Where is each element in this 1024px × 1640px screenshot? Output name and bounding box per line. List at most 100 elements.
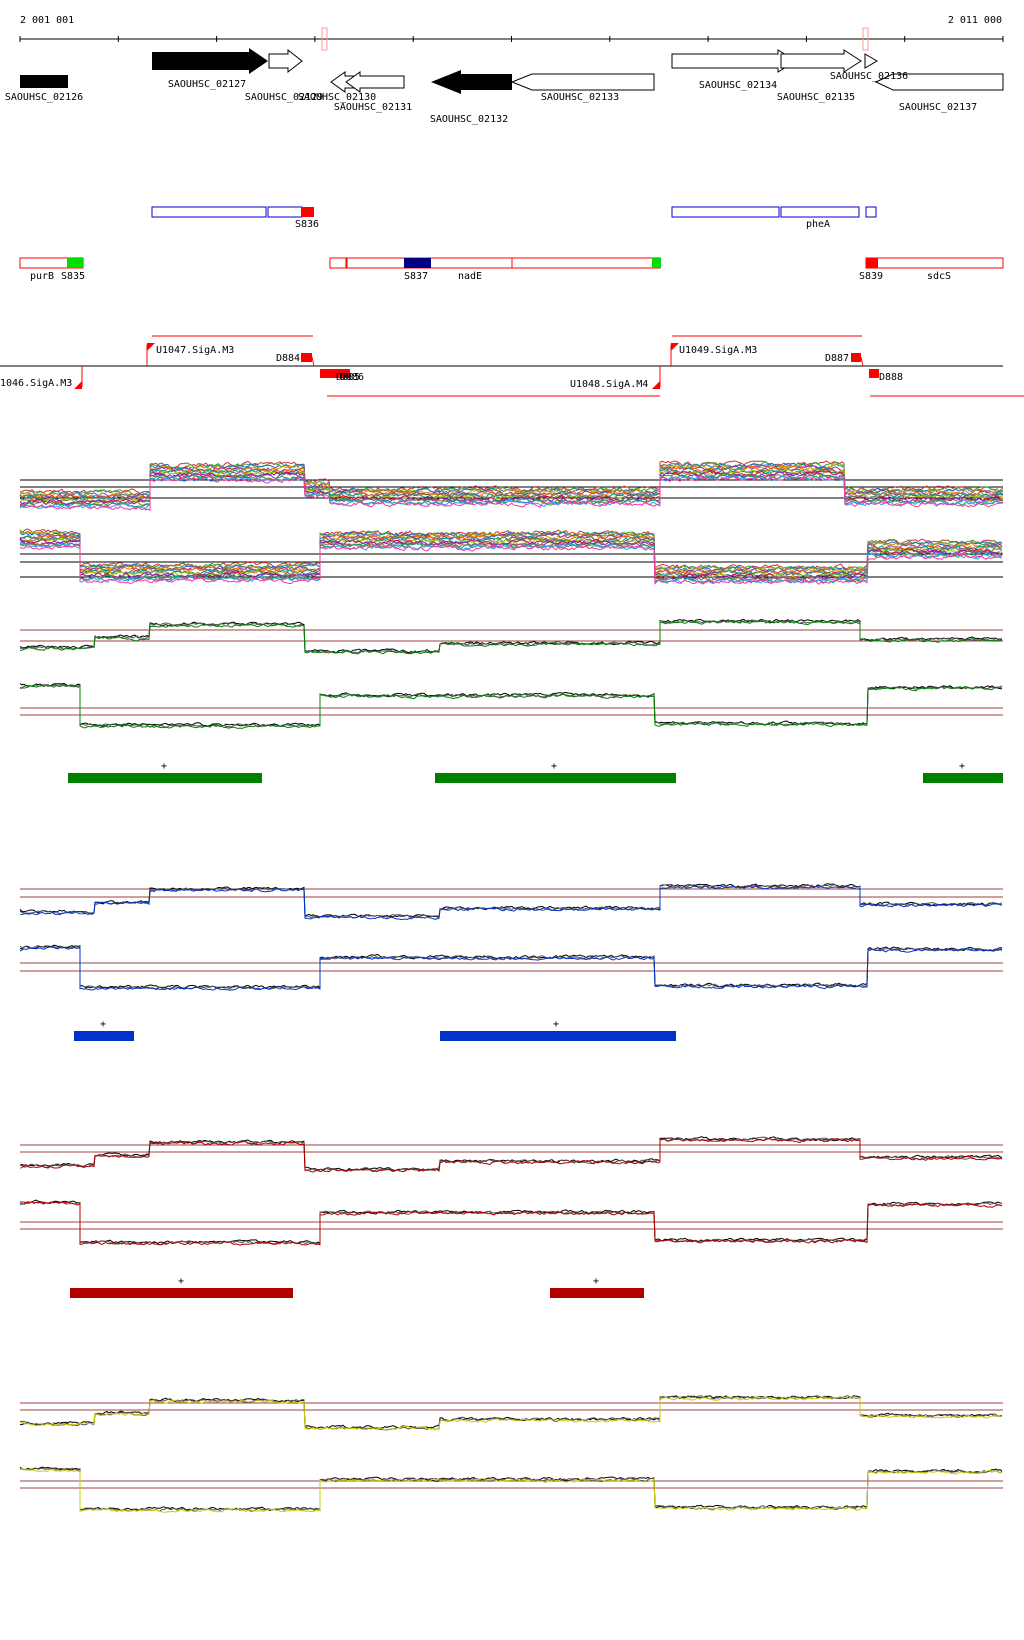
feature-label: S835 (61, 271, 85, 282)
promoter-flag (652, 381, 660, 389)
gene-arrow[interactable] (864, 53, 878, 69)
multi-condition-profiles (19, 460, 1004, 585)
feature-box[interactable] (865, 257, 1004, 269)
segment-mark: + (178, 1276, 184, 1287)
gene-label: SAOUHSC_02133 (541, 92, 619, 103)
feature-label: nadE (458, 271, 482, 282)
feature-box[interactable] (866, 258, 878, 268)
feature-box[interactable] (151, 206, 267, 218)
regulation-track: 1046.SigA.M3 U1047.SigA.M3 D884 D885 D88… (0, 335, 1024, 397)
segment-bar[interactable] (923, 773, 1003, 783)
track-profile (19, 1138, 1003, 1173)
feature-box[interactable] (301, 207, 314, 217)
promoter-flag (74, 381, 82, 389)
feature-box[interactable] (652, 258, 661, 268)
condition-profile (19, 534, 1003, 577)
track-profile (19, 885, 1003, 921)
segment-bar[interactable] (440, 1031, 676, 1041)
regulation-label: D888 (879, 372, 903, 383)
segment-bar[interactable] (68, 773, 262, 783)
feature-label: S839 (859, 271, 883, 282)
track-profile (20, 1467, 1003, 1512)
condition-profile (19, 533, 1003, 575)
track-profile (19, 1395, 1003, 1430)
plus-feature-track: S836 pheA (151, 206, 877, 230)
track-profile (19, 946, 1003, 991)
yellow-track (19, 1395, 1003, 1513)
axis-marker (321, 27, 328, 51)
gene-arrow[interactable] (345, 71, 405, 93)
track-profile (19, 618, 1003, 654)
gene-track: SAOUHSC_02126 SAOUHSC_02127 SAOUHSC_0212… (5, 48, 1004, 125)
segment-bar[interactable] (550, 1288, 644, 1298)
minus-feature-track: purB S835 S837 nadE S839 sdcS (19, 257, 1004, 282)
segment-mark: + (161, 761, 167, 772)
terminator-box (851, 353, 861, 362)
segment-bar[interactable] (74, 1031, 134, 1041)
feature-box[interactable] (780, 206, 860, 218)
terminator-box (320, 369, 333, 378)
track-profile (19, 1468, 1003, 1513)
feature-label: purB (30, 271, 54, 282)
gene-label: SAOUHSC_02127 (168, 79, 246, 90)
gene-label: SAOUHSC_02136 (830, 71, 908, 82)
coord-end-label: 2 011 000 (948, 15, 1002, 26)
feature-label: S836 (295, 219, 319, 230)
feature-box[interactable] (865, 206, 877, 218)
gene-arrow[interactable] (874, 73, 1004, 91)
condition-profile (19, 543, 1003, 585)
track-profile (19, 944, 1003, 989)
gene-arrow[interactable] (671, 49, 797, 73)
feature-box[interactable] (329, 257, 347, 269)
gene-arrow[interactable] (780, 49, 862, 73)
gene-label: SAOUHSC_02130 (298, 92, 376, 103)
gene-label: SAOUHSC_02132 (430, 114, 508, 125)
condition-profile (19, 530, 1003, 573)
feature-label: sdcS (927, 271, 951, 282)
regulation-label: U1048.SigA.M4 (570, 379, 648, 390)
regulation-label: 1046.SigA.M3 (0, 378, 72, 389)
feature-label: S837 (404, 271, 428, 282)
promoter-flag (671, 343, 679, 351)
gene-arrow[interactable] (20, 75, 68, 88)
gene-label: SAOUHSC_02137 (899, 102, 977, 113)
coord-start-label: 2 001 001 (20, 15, 74, 26)
feature-box[interactable] (267, 206, 303, 218)
feature-box[interactable] (511, 257, 661, 269)
track-profile (19, 1136, 1003, 1172)
feature-box[interactable] (67, 258, 83, 268)
segment-mark: + (553, 1019, 559, 1030)
condition-tracks: + + + + + + + (19, 618, 1003, 1513)
regulation-label: D887 (825, 353, 849, 364)
segment-mark: + (593, 1276, 599, 1287)
track-profile (19, 682, 1003, 727)
gene-arrow[interactable] (268, 48, 303, 74)
track-profile (19, 684, 1003, 730)
condition-profile (19, 465, 1004, 500)
track-profile (19, 945, 1003, 991)
green-track: + + + (19, 618, 1003, 783)
track-profile (20, 620, 1003, 655)
gene-label: SAOUHSC_02134 (699, 80, 777, 91)
gene-arrow[interactable] (152, 48, 268, 74)
gene-arrow[interactable] (431, 70, 512, 94)
terminator-box (330, 369, 350, 378)
feature-box[interactable] (404, 258, 431, 268)
track-profile (19, 1201, 1003, 1246)
feature-label: pheA (806, 219, 830, 230)
regulation-label: D884 (276, 353, 300, 364)
gene-arrow[interactable] (510, 73, 655, 91)
segment-mark: + (959, 761, 965, 772)
segment-bar[interactable] (70, 1288, 293, 1298)
regulation-label: D886 (340, 372, 364, 383)
terminator-box (301, 353, 312, 362)
segment-bar[interactable] (435, 773, 676, 783)
gene-label: SAOUHSC_02126 (5, 92, 83, 103)
track-profile (19, 1136, 1003, 1172)
terminator-box (869, 369, 879, 378)
condition-profile (19, 460, 1004, 495)
feature-box[interactable] (671, 206, 780, 218)
segment-mark: + (100, 1019, 106, 1030)
gene-label: SAOUHSC_02135 (777, 92, 855, 103)
condition-profile (19, 541, 1003, 585)
